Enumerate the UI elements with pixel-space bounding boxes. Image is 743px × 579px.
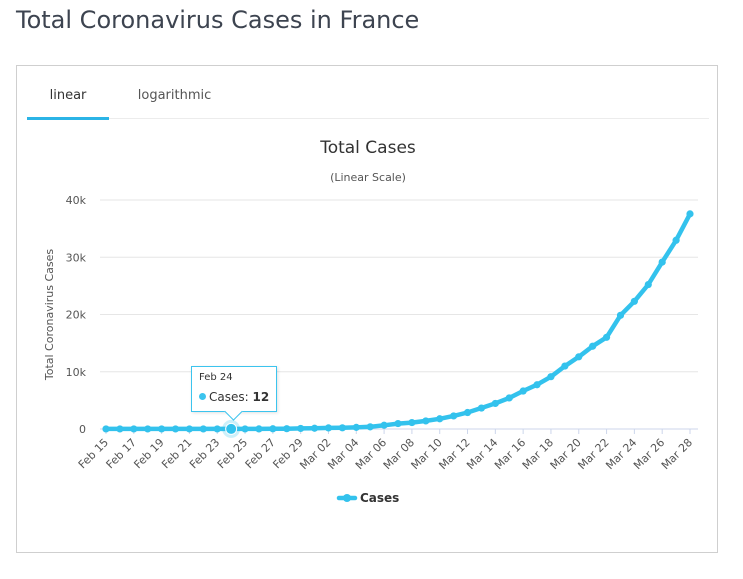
- scale-tabs: linear logarithmic: [27, 84, 709, 120]
- data-point: [394, 419, 402, 428]
- x-tick-label: Mar 28: [659, 436, 695, 472]
- tab-linear[interactable]: linear: [27, 84, 109, 120]
- data-point: [171, 425, 180, 433]
- chart-title: Total Cases: [319, 138, 416, 158]
- data-point: [241, 425, 249, 433]
- tooltip-line: Cases: 12: [199, 390, 269, 404]
- data-point: [269, 425, 277, 433]
- data-point: [491, 399, 499, 408]
- data-point: [547, 373, 555, 381]
- data-point: [158, 425, 166, 433]
- x-tick-label: Feb 19: [131, 436, 166, 471]
- highlight-point: [225, 422, 238, 435]
- data-point: [589, 342, 597, 350]
- chart-panel: linear logarithmic: [16, 65, 718, 553]
- tooltip-date: Feb 24: [199, 372, 233, 383]
- data-point: [436, 415, 444, 423]
- y-tick-label: 40k: [66, 194, 87, 207]
- data-point: [283, 425, 291, 433]
- data-point: [380, 421, 388, 429]
- x-tick-label: Feb 25: [215, 436, 250, 471]
- legend-label: Cases: [360, 491, 399, 505]
- tooltip-value: 12: [252, 390, 270, 404]
- x-tick-label: Feb 27: [243, 436, 278, 471]
- data-point: [658, 258, 666, 266]
- y-tick-label: 0: [79, 423, 86, 436]
- data-point: [644, 280, 652, 289]
- x-tick-label: Feb 17: [104, 436, 139, 471]
- data-point: [310, 424, 319, 432]
- y-tick-label: 20k: [66, 309, 87, 322]
- data-point: [324, 424, 333, 432]
- data-point: [213, 425, 221, 433]
- series-dot-icon: [199, 393, 206, 400]
- data-point: [352, 423, 360, 431]
- data-point: [116, 425, 124, 433]
- data-point: [630, 297, 638, 305]
- data-point: [477, 404, 486, 412]
- data-point: [130, 425, 138, 433]
- y-tick-label: 10k: [66, 366, 87, 379]
- data-point: [463, 408, 472, 417]
- tooltip-series: Cases: [209, 390, 245, 404]
- data-point: [366, 423, 374, 431]
- data-point: [450, 412, 458, 420]
- x-tick-label: Feb 21: [159, 436, 194, 471]
- data-point: [422, 417, 430, 425]
- data-point: [199, 425, 207, 433]
- tooltip-separator: :: [244, 390, 249, 404]
- data-point: [672, 236, 680, 244]
- page-title: Total Coronavirus Cases in France: [16, 6, 420, 34]
- tab-logarithmic[interactable]: logarithmic: [137, 88, 212, 103]
- data-point: [297, 424, 305, 433]
- data-point: [686, 210, 694, 218]
- data-point: [505, 394, 513, 402]
- data-tooltip: Feb 24 Cases: 12: [191, 366, 277, 412]
- x-tick-label: Feb 15: [76, 436, 111, 471]
- x-tick-label: Feb 23: [187, 436, 222, 471]
- data-point: [561, 362, 569, 370]
- data-point: [338, 424, 346, 432]
- data-point: [185, 425, 194, 433]
- chart-subtitle: (Linear Scale): [330, 171, 406, 184]
- data-point: [602, 333, 611, 341]
- data-point: [519, 387, 527, 395]
- data-point: [144, 425, 152, 433]
- data-point: [533, 381, 541, 389]
- data-point: [575, 353, 583, 361]
- data-point: [616, 311, 625, 319]
- y-tick-label: 30k: [66, 251, 87, 264]
- legend-marker: [343, 494, 351, 502]
- data-point: [408, 418, 416, 427]
- data-point: [255, 425, 263, 433]
- y-axis-label: Total Coronavirus Cases: [43, 249, 56, 382]
- data-point: [102, 425, 110, 433]
